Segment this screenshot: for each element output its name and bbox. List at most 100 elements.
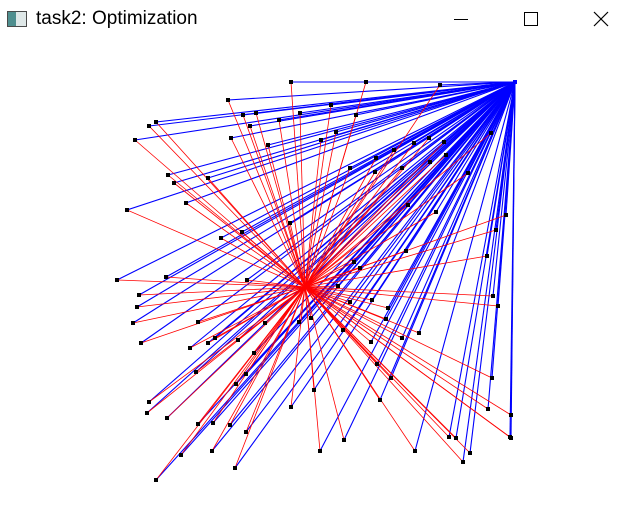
node-marker [508,435,512,439]
node-marker [137,293,141,297]
node-marker [133,138,137,142]
red-edge [304,286,512,416]
red-edge [304,172,469,288]
node-marker [417,331,421,335]
red-edge [304,154,447,288]
red-edge [155,286,306,481]
blue-edge [185,81,516,204]
red-edge [304,149,395,288]
red-edge [290,286,306,408]
close-icon [593,11,609,27]
red-edge [304,161,431,288]
node-marker [370,298,374,302]
red-edge [148,125,306,288]
minimize-icon [454,19,468,20]
red-edge [229,286,306,426]
blue-edge [414,81,516,452]
node-marker [213,336,217,340]
red-edge [304,84,441,288]
red-edge [304,286,489,410]
node-marker [434,210,438,214]
node-marker [375,362,379,366]
node-marker [172,181,176,185]
red-edge [304,142,415,288]
red-edge [304,167,403,288]
node-marker [428,160,432,164]
red-edge [304,286,499,307]
blue-edge [249,81,516,127]
blue-edge [448,81,516,438]
node-marker [334,130,338,134]
blue-edge [136,81,516,308]
node-marker [219,236,223,240]
node-marker [404,249,408,253]
red-edge [304,157,377,288]
node-marker [341,328,345,332]
blue-edge [253,81,516,354]
node-marker [494,228,498,232]
blue-edge [370,81,516,343]
node-marker [318,449,322,453]
maximize-icon [524,12,538,26]
red-edge [211,286,306,452]
red-edge [246,279,306,288]
red-edge [116,279,306,288]
red-edge [173,182,306,288]
red-edge [242,114,306,288]
node-marker [289,405,293,409]
blue-edge [469,81,516,454]
red-edge [267,144,306,288]
node-marker [125,208,129,212]
red-edge [146,286,306,414]
node-marker [145,411,149,415]
blue-edge [189,81,516,349]
red-edge [304,141,445,288]
blue-edge [462,81,516,463]
node-marker [196,422,200,426]
minimize-button[interactable] [438,0,484,38]
blue-edge [310,81,516,319]
red-edge [126,209,306,288]
red-edge [304,104,332,288]
node-marker [369,340,373,344]
red-edge [255,112,306,288]
red-edge [304,286,416,452]
hub-marker [513,80,517,84]
node-marker [210,449,214,453]
node-marker [466,171,470,175]
red-edge [304,286,464,463]
red-edge [165,276,306,288]
node-marker [312,388,316,392]
blue-edge [313,81,516,391]
blue-edge [138,81,516,296]
red-edge [136,286,306,308]
close-button[interactable] [578,0,624,38]
red-edge [234,286,306,469]
node-marker [298,111,302,115]
maximize-button[interactable] [508,0,554,38]
red-edge [304,286,321,452]
red-edge [138,286,306,296]
red-edge [304,286,493,379]
node-marker [254,111,258,115]
node-marker [489,131,493,135]
node-marker [233,466,237,470]
node-marker [266,143,270,147]
red-edge [304,250,407,288]
title-bar[interactable]: task2: Optimization [0,0,632,38]
red-edge [304,286,345,441]
node-marker [248,124,252,128]
red-edge [241,231,306,288]
node-marker [400,336,404,340]
red-edge [304,167,351,288]
node-marker [164,275,168,279]
node-marker [245,278,249,282]
node-marker [352,260,356,264]
red-edge [304,204,409,288]
node-marker [438,83,442,87]
node-marker [196,320,200,324]
red-edge [304,211,437,288]
node-marker [400,166,404,170]
blue-edge [116,81,516,281]
node-marker [342,438,346,442]
